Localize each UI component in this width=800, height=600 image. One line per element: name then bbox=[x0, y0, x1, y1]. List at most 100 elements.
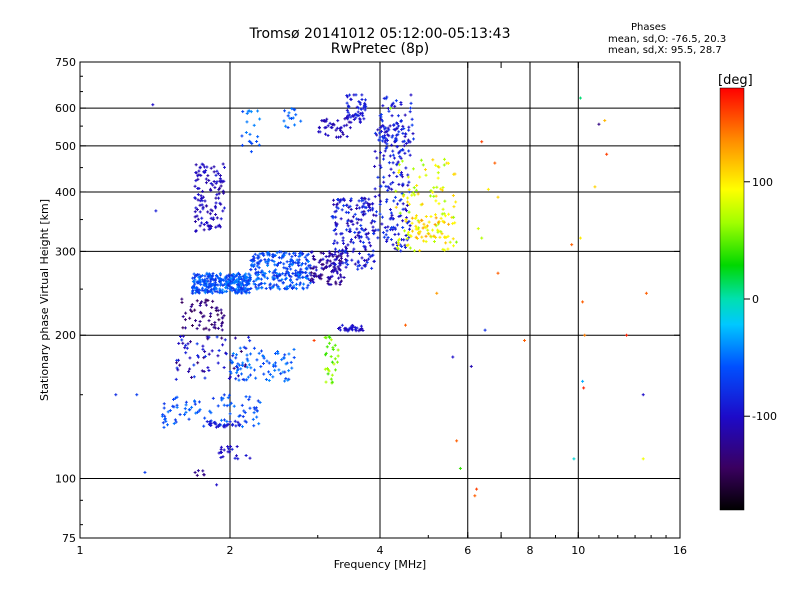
echo-point bbox=[232, 404, 236, 408]
echo-point bbox=[364, 258, 368, 262]
echo-point bbox=[268, 372, 272, 376]
echo-point bbox=[402, 139, 406, 143]
echo-point bbox=[199, 283, 203, 287]
echo-point bbox=[397, 182, 401, 186]
echo-point bbox=[330, 360, 334, 364]
echo-point bbox=[260, 286, 264, 290]
echo-point bbox=[354, 327, 358, 331]
echo-point bbox=[350, 219, 354, 223]
echo-point bbox=[408, 140, 412, 144]
echo-point bbox=[386, 188, 390, 192]
echo-point bbox=[391, 153, 395, 157]
phase-stats-o-mode: mean, sd,O: -76.5, 20.3 bbox=[608, 34, 727, 45]
echo-point bbox=[219, 217, 223, 221]
echo-point bbox=[201, 469, 205, 473]
echo-point bbox=[240, 287, 244, 291]
echo-point bbox=[273, 368, 277, 372]
echo-point bbox=[255, 358, 259, 362]
echo-point bbox=[184, 403, 188, 407]
echo-point bbox=[172, 405, 176, 409]
echo-point bbox=[398, 211, 402, 215]
echo-point bbox=[242, 284, 246, 288]
echo-point bbox=[283, 370, 287, 374]
echo-point bbox=[228, 276, 232, 280]
echo-point bbox=[181, 334, 185, 338]
echo-point bbox=[408, 110, 412, 114]
echo-point bbox=[447, 222, 451, 226]
echo-point bbox=[432, 186, 436, 190]
echo-point bbox=[289, 279, 293, 283]
echo-point bbox=[229, 358, 233, 362]
echo-point bbox=[438, 235, 442, 239]
echo-point bbox=[289, 283, 293, 287]
echo-point bbox=[381, 123, 385, 127]
echo-point bbox=[392, 156, 396, 160]
echo-point bbox=[198, 408, 202, 412]
echo-point bbox=[328, 251, 332, 255]
echo-point bbox=[213, 320, 217, 324]
echo-point bbox=[338, 326, 342, 330]
echo-point bbox=[349, 197, 353, 201]
echo-point bbox=[196, 469, 200, 473]
echo-point bbox=[333, 357, 337, 361]
echo-point bbox=[360, 98, 364, 102]
echo-point bbox=[327, 254, 331, 258]
echo-point bbox=[240, 291, 244, 295]
echo-point bbox=[249, 366, 253, 370]
echo-point bbox=[486, 187, 490, 191]
echo-point bbox=[377, 193, 381, 197]
echo-point bbox=[394, 189, 398, 193]
echo-point bbox=[324, 132, 328, 136]
echo-point bbox=[401, 124, 405, 128]
echo-point bbox=[431, 228, 435, 232]
echo-point bbox=[391, 149, 395, 153]
echo-point bbox=[351, 222, 355, 226]
echo-point bbox=[272, 253, 276, 257]
echo-point bbox=[202, 283, 206, 287]
echo-point bbox=[282, 119, 286, 123]
echo-point bbox=[245, 353, 249, 357]
echo-point bbox=[245, 365, 249, 369]
x-tick-label: 2 bbox=[227, 544, 234, 557]
echo-point bbox=[236, 290, 240, 294]
echo-point bbox=[437, 202, 441, 206]
echo-point bbox=[244, 290, 248, 294]
echo-point bbox=[189, 305, 193, 309]
echo-point bbox=[183, 413, 187, 417]
echo-point bbox=[197, 288, 201, 292]
echo-point bbox=[397, 237, 401, 241]
echo-point bbox=[409, 93, 413, 97]
colorbar bbox=[719, 87, 745, 511]
echo-point bbox=[397, 124, 401, 128]
echo-point bbox=[278, 287, 282, 291]
echo-point bbox=[309, 266, 313, 270]
echo-point bbox=[284, 124, 288, 128]
echo-point bbox=[235, 454, 239, 458]
echo-point bbox=[246, 109, 250, 113]
echo-point bbox=[207, 328, 211, 332]
echo-point bbox=[362, 229, 366, 233]
echo-point bbox=[205, 204, 209, 208]
echo-point bbox=[410, 221, 414, 225]
echo-point bbox=[385, 229, 389, 233]
echo-point bbox=[382, 175, 386, 179]
echo-point bbox=[301, 275, 305, 279]
echo-point bbox=[363, 205, 367, 209]
echo-point bbox=[374, 214, 378, 218]
echo-point bbox=[238, 363, 242, 367]
echo-point bbox=[374, 210, 378, 214]
echo-point bbox=[356, 264, 360, 268]
echo-point bbox=[196, 193, 200, 197]
echo-point bbox=[361, 114, 365, 118]
echo-point bbox=[333, 221, 337, 225]
echo-point bbox=[229, 371, 233, 375]
echo-point bbox=[392, 171, 396, 175]
echo-point bbox=[163, 418, 167, 422]
echo-point bbox=[452, 172, 456, 176]
echo-point bbox=[345, 135, 349, 139]
echo-point bbox=[224, 351, 228, 355]
echo-point bbox=[243, 411, 247, 415]
echo-point bbox=[417, 220, 421, 224]
echo-point bbox=[403, 151, 407, 155]
echo-point bbox=[412, 137, 416, 141]
